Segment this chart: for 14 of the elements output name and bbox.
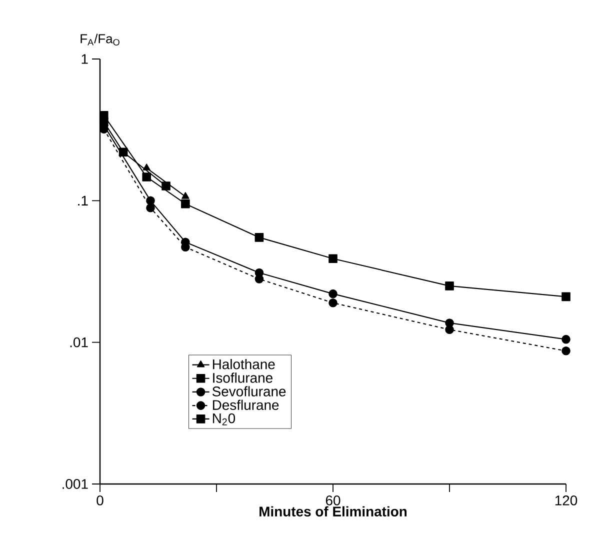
y-tick-label: .1 [78, 196, 88, 206]
legend-label: Isoflurane [213, 372, 272, 383]
y-tick-label: .01 [70, 337, 88, 348]
legend-label: Sevoflurane [212, 386, 286, 396]
x-tick-label: 60 [326, 495, 340, 506]
legend-label: Halothane [212, 358, 275, 370]
y-axis-title: F$_{A}$/Fa$_{O}$ [80, 34, 120, 46]
y-tick-label: .001 [62, 479, 88, 489]
y-tick-label: 1 [82, 54, 88, 64]
x-axis-title: Minutes of Elimination [260, 506, 407, 516]
x-tick-label: 120 [555, 495, 578, 506]
legend-label: N$_{2}$0 [212, 413, 236, 426]
legend-label: Desflurane [212, 400, 279, 410]
x-tick-label: 0 [96, 495, 104, 506]
